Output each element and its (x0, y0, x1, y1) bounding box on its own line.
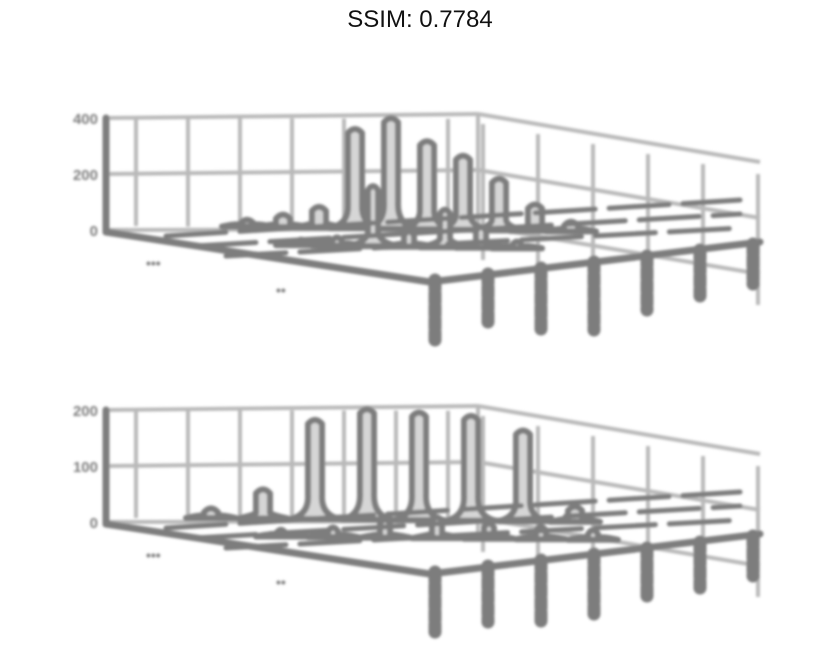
slice-peak (183, 505, 239, 521)
grid-line (477, 112, 761, 164)
grid-line (105, 404, 479, 412)
base-ripple (193, 211, 743, 249)
grid-line (477, 168, 761, 220)
x-axis (102, 228, 434, 286)
z-tick-label: 200 (73, 403, 98, 420)
grid-line (105, 168, 479, 176)
slice-peak (235, 486, 291, 522)
slice-peak (391, 409, 447, 524)
slice-peak (339, 406, 395, 523)
z-tick-label: 400 (73, 111, 98, 128)
slice-peak (489, 238, 545, 252)
bottom-slices (163, 406, 743, 551)
slice-peak (305, 524, 361, 541)
z-tick-label: 200 (73, 167, 98, 184)
y-axis-label-mark: •• (276, 282, 286, 298)
z-tick-label: 0 (90, 223, 98, 240)
slice-peak (443, 412, 499, 524)
base-ripple (223, 225, 743, 259)
slice-peak (345, 183, 401, 250)
z-tick-label: 0 (90, 515, 98, 532)
x-axis (102, 520, 434, 578)
base-ripple (163, 197, 743, 239)
bottom-legs (428, 529, 760, 639)
x-axis-label-mark: ••• (146, 547, 161, 563)
slice-peak (287, 416, 343, 523)
y-axis-label-mark: •• (276, 574, 286, 590)
grid-line (105, 112, 479, 120)
base-ripple (223, 517, 743, 551)
base-ripple (193, 503, 743, 541)
base-ripple (163, 489, 743, 531)
x-axis-label-mark: ••• (146, 255, 161, 271)
top-legs (428, 237, 760, 347)
grid-line (477, 224, 761, 276)
slice-peak (565, 527, 621, 543)
chart-title: SSIM: 0.7784 (347, 6, 493, 33)
grid-line (477, 404, 761, 456)
z-tick-label: 100 (73, 459, 98, 476)
slice-peak (495, 427, 551, 525)
top-slices (163, 115, 743, 259)
